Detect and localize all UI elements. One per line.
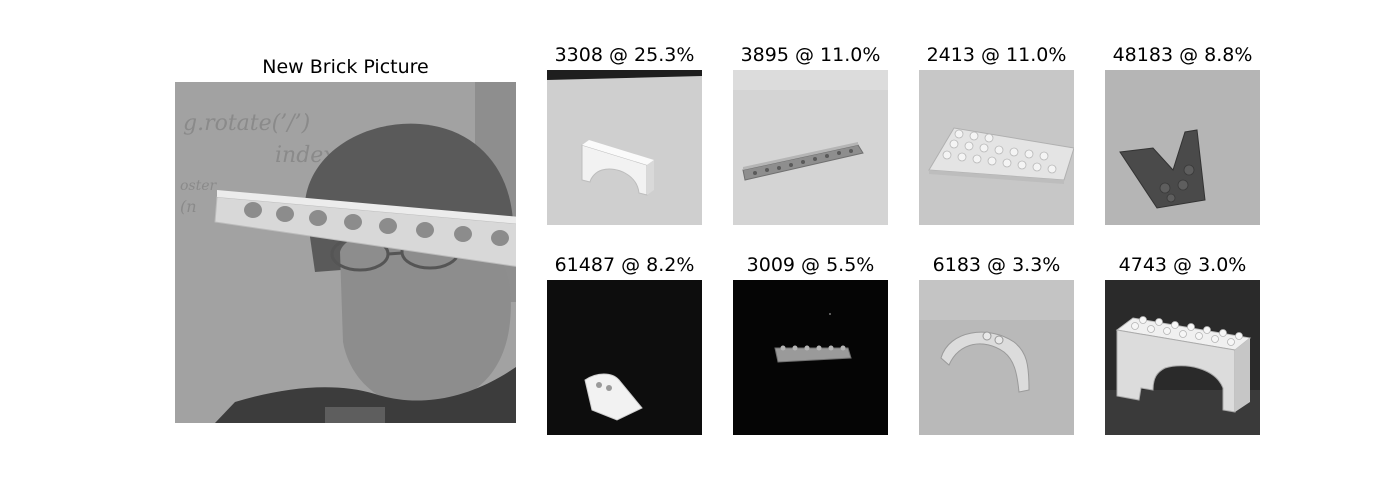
- match-image-6: [733, 280, 888, 435]
- curved-slope-icon: [584, 373, 643, 421]
- technic-beam-icon: [742, 142, 864, 181]
- match-label-2: 3895 @ 11.0%: [740, 44, 881, 66]
- brick-arch-icon: [581, 140, 654, 196]
- brick-plate-icon: [928, 127, 1074, 184]
- match-label-4: 48183 @ 8.8%: [1112, 44, 1253, 66]
- wedge-plate-icon: [1119, 129, 1206, 209]
- main-photo-title: New Brick Picture: [262, 56, 429, 78]
- whiteboard-text-4: (n: [180, 197, 197, 216]
- arch-2x6-icon: [1115, 316, 1252, 413]
- whiteboard-text-3: oster: [180, 178, 218, 194]
- match-image-1: [547, 70, 702, 225]
- brick-1x6-icon: [774, 313, 852, 363]
- arch-1x6-icon: [940, 331, 1030, 393]
- match-label-1: 3308 @ 25.3%: [554, 44, 695, 66]
- person-face: [340, 225, 511, 408]
- match-image-7: [919, 280, 1074, 435]
- match-image-4: [1105, 70, 1260, 225]
- match-label-3: 2413 @ 11.0%: [926, 44, 1067, 66]
- match-label-5: 61487 @ 8.2%: [554, 254, 695, 276]
- main-photo: g.rotate(’/’) index() oster (n: [175, 82, 516, 423]
- match-image-8: [1105, 280, 1260, 435]
- match-label-8: 4743 @ 3.0%: [1118, 254, 1247, 276]
- match-label-6: 3009 @ 5.5%: [746, 254, 875, 276]
- match-image-5: [547, 280, 702, 435]
- match-image-3: [919, 70, 1074, 225]
- technic-beam: [214, 190, 516, 267]
- person-shirt: [215, 367, 516, 423]
- match-image-2: [733, 70, 888, 225]
- whiteboard-text-1: g.rotate(’/’): [183, 111, 310, 136]
- match-label-7: 6183 @ 3.3%: [932, 254, 1061, 276]
